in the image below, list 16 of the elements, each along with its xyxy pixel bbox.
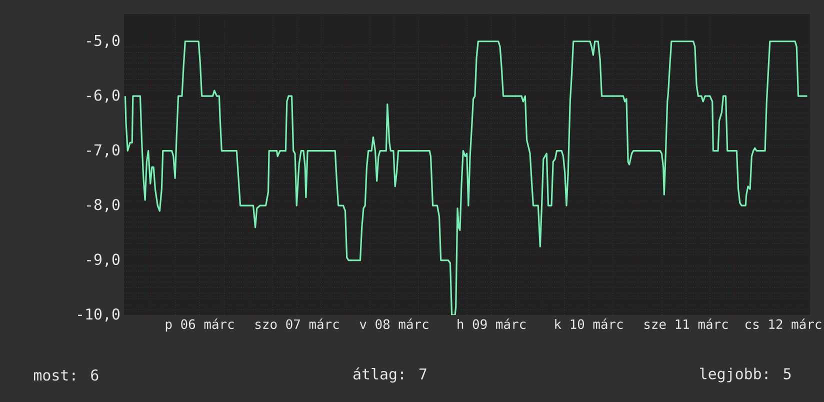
x-tick-label: szo 07 márc [255, 318, 339, 330]
x-tick-label: h 09 márc [458, 318, 526, 330]
x-tick-label: p 06 márc [166, 318, 234, 332]
x-tick-label: sze 11 márc [644, 318, 728, 330]
y-tick-label: -8,0 [87, 198, 120, 212]
y-tick-label: -9,0 [87, 254, 120, 267]
y-tick-label: -6,0 [87, 89, 120, 103]
x-tick-label: k 10 márc [555, 318, 623, 330]
text: legjobb: 5 [700, 368, 791, 382]
text: átlag: 7 [353, 367, 426, 383]
y-tick-label: -5,0 [87, 34, 120, 48]
x-tick-label: v 08 márc [360, 318, 428, 330]
x-tick-label: cs 12 márc [746, 318, 822, 330]
text: most: 6 [34, 369, 98, 381]
y-tick-label: -10,0 [78, 308, 120, 322]
y-tick-label: -7,0 [87, 144, 120, 158]
